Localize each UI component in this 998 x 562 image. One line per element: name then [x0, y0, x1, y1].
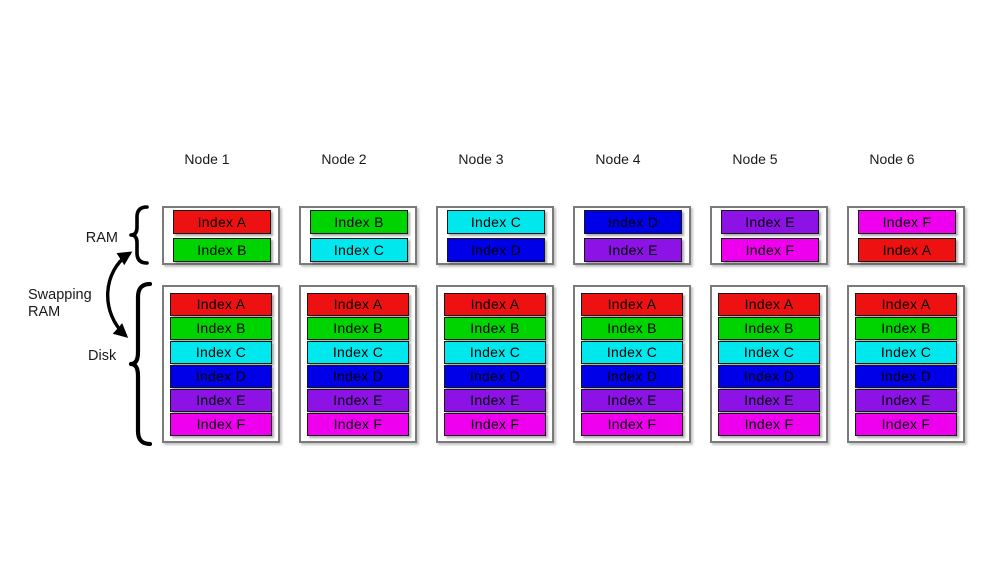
ram-bar-index-b: Index B	[310, 209, 408, 234]
disk-bar-index-f: Index F	[855, 412, 957, 436]
node-title: Node 2	[321, 151, 367, 167]
disk-brace	[128, 281, 153, 447]
disk-bar-index-a: Index A	[855, 292, 957, 316]
disk-bar-index-b: Index B	[307, 316, 409, 340]
node-columns: Node 1 Index A Index B Index A Index B Inde…	[162, 150, 965, 443]
disk-label: Disk	[88, 348, 117, 364]
ram-bar-index-c: Index C	[310, 237, 408, 262]
disk-bar-index-f: Index F	[170, 412, 272, 436]
disk-bar-index-a: Index A	[444, 292, 546, 316]
disk-bar-index-c: Index C	[170, 340, 272, 364]
ram-box: Index A Index B	[162, 206, 280, 265]
disk-bar-index-e: Index E	[307, 388, 409, 412]
disk-bar-index-c: Index C	[855, 340, 957, 364]
swapping-ram-label-line2: RAM	[28, 303, 61, 320]
node-title: Node 4	[595, 151, 641, 167]
ram-box: Index B Index C	[299, 206, 417, 265]
disk-bar-index-b: Index B	[581, 316, 683, 340]
swapping-ram-label-line1: Swapping	[28, 287, 92, 303]
disk-bar-index-d: Index D	[444, 364, 546, 388]
disk-bar-index-a: Index A	[170, 292, 272, 316]
disk-bar-index-a: Index A	[307, 292, 409, 316]
ram-box: Index D Index E	[573, 206, 691, 265]
disk-bar-index-f: Index F	[444, 412, 546, 436]
ram-bar-index-b: Index B	[173, 237, 271, 262]
disk-bar-index-b: Index B	[170, 316, 272, 340]
node-title: Node 1	[184, 151, 230, 167]
disk-bar-index-d: Index D	[855, 364, 957, 388]
ram-bar-index-d: Index D	[584, 209, 682, 234]
ram-brace	[129, 205, 149, 265]
ram-bar-index-f: Index F	[721, 237, 819, 262]
disk-bar-index-d: Index D	[307, 364, 409, 388]
ram-bar-index-e: Index E	[584, 237, 682, 262]
swapping-arrow-icon	[106, 251, 133, 338]
disk-bar-index-f: Index F	[581, 412, 683, 436]
disk-bar-index-b: Index B	[444, 316, 546, 340]
disk-box: Index A Index B Index C Index D Index E Index…	[573, 285, 691, 443]
disk-bar-index-a: Index A	[581, 292, 683, 316]
ram-bar-index-e: Index E	[721, 209, 819, 234]
disk-box: Index A Index B Index C Index D Index E Index…	[299, 285, 417, 443]
disk-box: Index A Index B Index C Index D Index E Index…	[847, 285, 965, 443]
disk-bar-index-b: Index B	[855, 316, 957, 340]
node-column: Node 1 Index A Index B Index A Index B Inde…	[162, 150, 280, 443]
disk-box: Index A Index B Index C Index D Index E Index…	[436, 285, 554, 443]
disk-bar-index-f: Index F	[307, 412, 409, 436]
ram-bar-index-c: Index C	[447, 209, 545, 234]
disk-bar-index-d: Index D	[170, 364, 272, 388]
ram-box: Index F Index A	[847, 206, 965, 265]
disk-bar-index-e: Index E	[170, 388, 272, 412]
ram-bar-index-d: Index D	[447, 237, 545, 262]
disk-box: Index A Index B Index C Index D Index E Index…	[710, 285, 828, 443]
node-column: Node 6 Index F Index A Index A Index B Inde…	[847, 150, 965, 443]
disk-bar-index-d: Index D	[718, 364, 820, 388]
disk-bar-index-e: Index E	[855, 388, 957, 412]
disk-bar-index-e: Index E	[444, 388, 546, 412]
ram-bar-index-a: Index A	[858, 237, 956, 262]
ram-bar-index-f: Index F	[858, 209, 956, 234]
ram-box: Index E Index F	[710, 206, 828, 265]
node-column: Node 5 Index E Index F Index A Index B Inde…	[710, 150, 828, 443]
ram-box: Index C Index D	[436, 206, 554, 265]
disk-bar-index-c: Index C	[718, 340, 820, 364]
disk-box: Index A Index B Index C Index D Index E Index…	[162, 285, 280, 443]
swapping-ram-label: Swapping RAM	[28, 287, 92, 320]
ram-bar-index-a: Index A	[173, 209, 271, 234]
disk-bar-index-d: Index D	[581, 364, 683, 388]
disk-bar-index-c: Index C	[307, 340, 409, 364]
ram-label: RAM	[85, 230, 118, 246]
node-column: Node 3 Index C Index D Index A Index B Inde…	[436, 150, 554, 443]
disk-bar-index-c: Index C	[581, 340, 683, 364]
node-title: Node 3	[458, 151, 504, 167]
disk-bar-index-c: Index C	[444, 340, 546, 364]
disk-bar-index-e: Index E	[581, 388, 683, 412]
node-title: Node 5	[732, 151, 778, 167]
node-column: Node 2 Index B Index C Index A Index B Inde…	[299, 150, 417, 443]
disk-bar-index-e: Index E	[718, 388, 820, 412]
node-title: Node 6	[869, 151, 915, 167]
disk-bar-index-b: Index B	[718, 316, 820, 340]
disk-bar-index-a: Index A	[718, 292, 820, 316]
node-column: Node 4 Index D Index E Index A Index B Inde…	[573, 150, 691, 443]
disk-bar-index-f: Index F	[718, 412, 820, 436]
